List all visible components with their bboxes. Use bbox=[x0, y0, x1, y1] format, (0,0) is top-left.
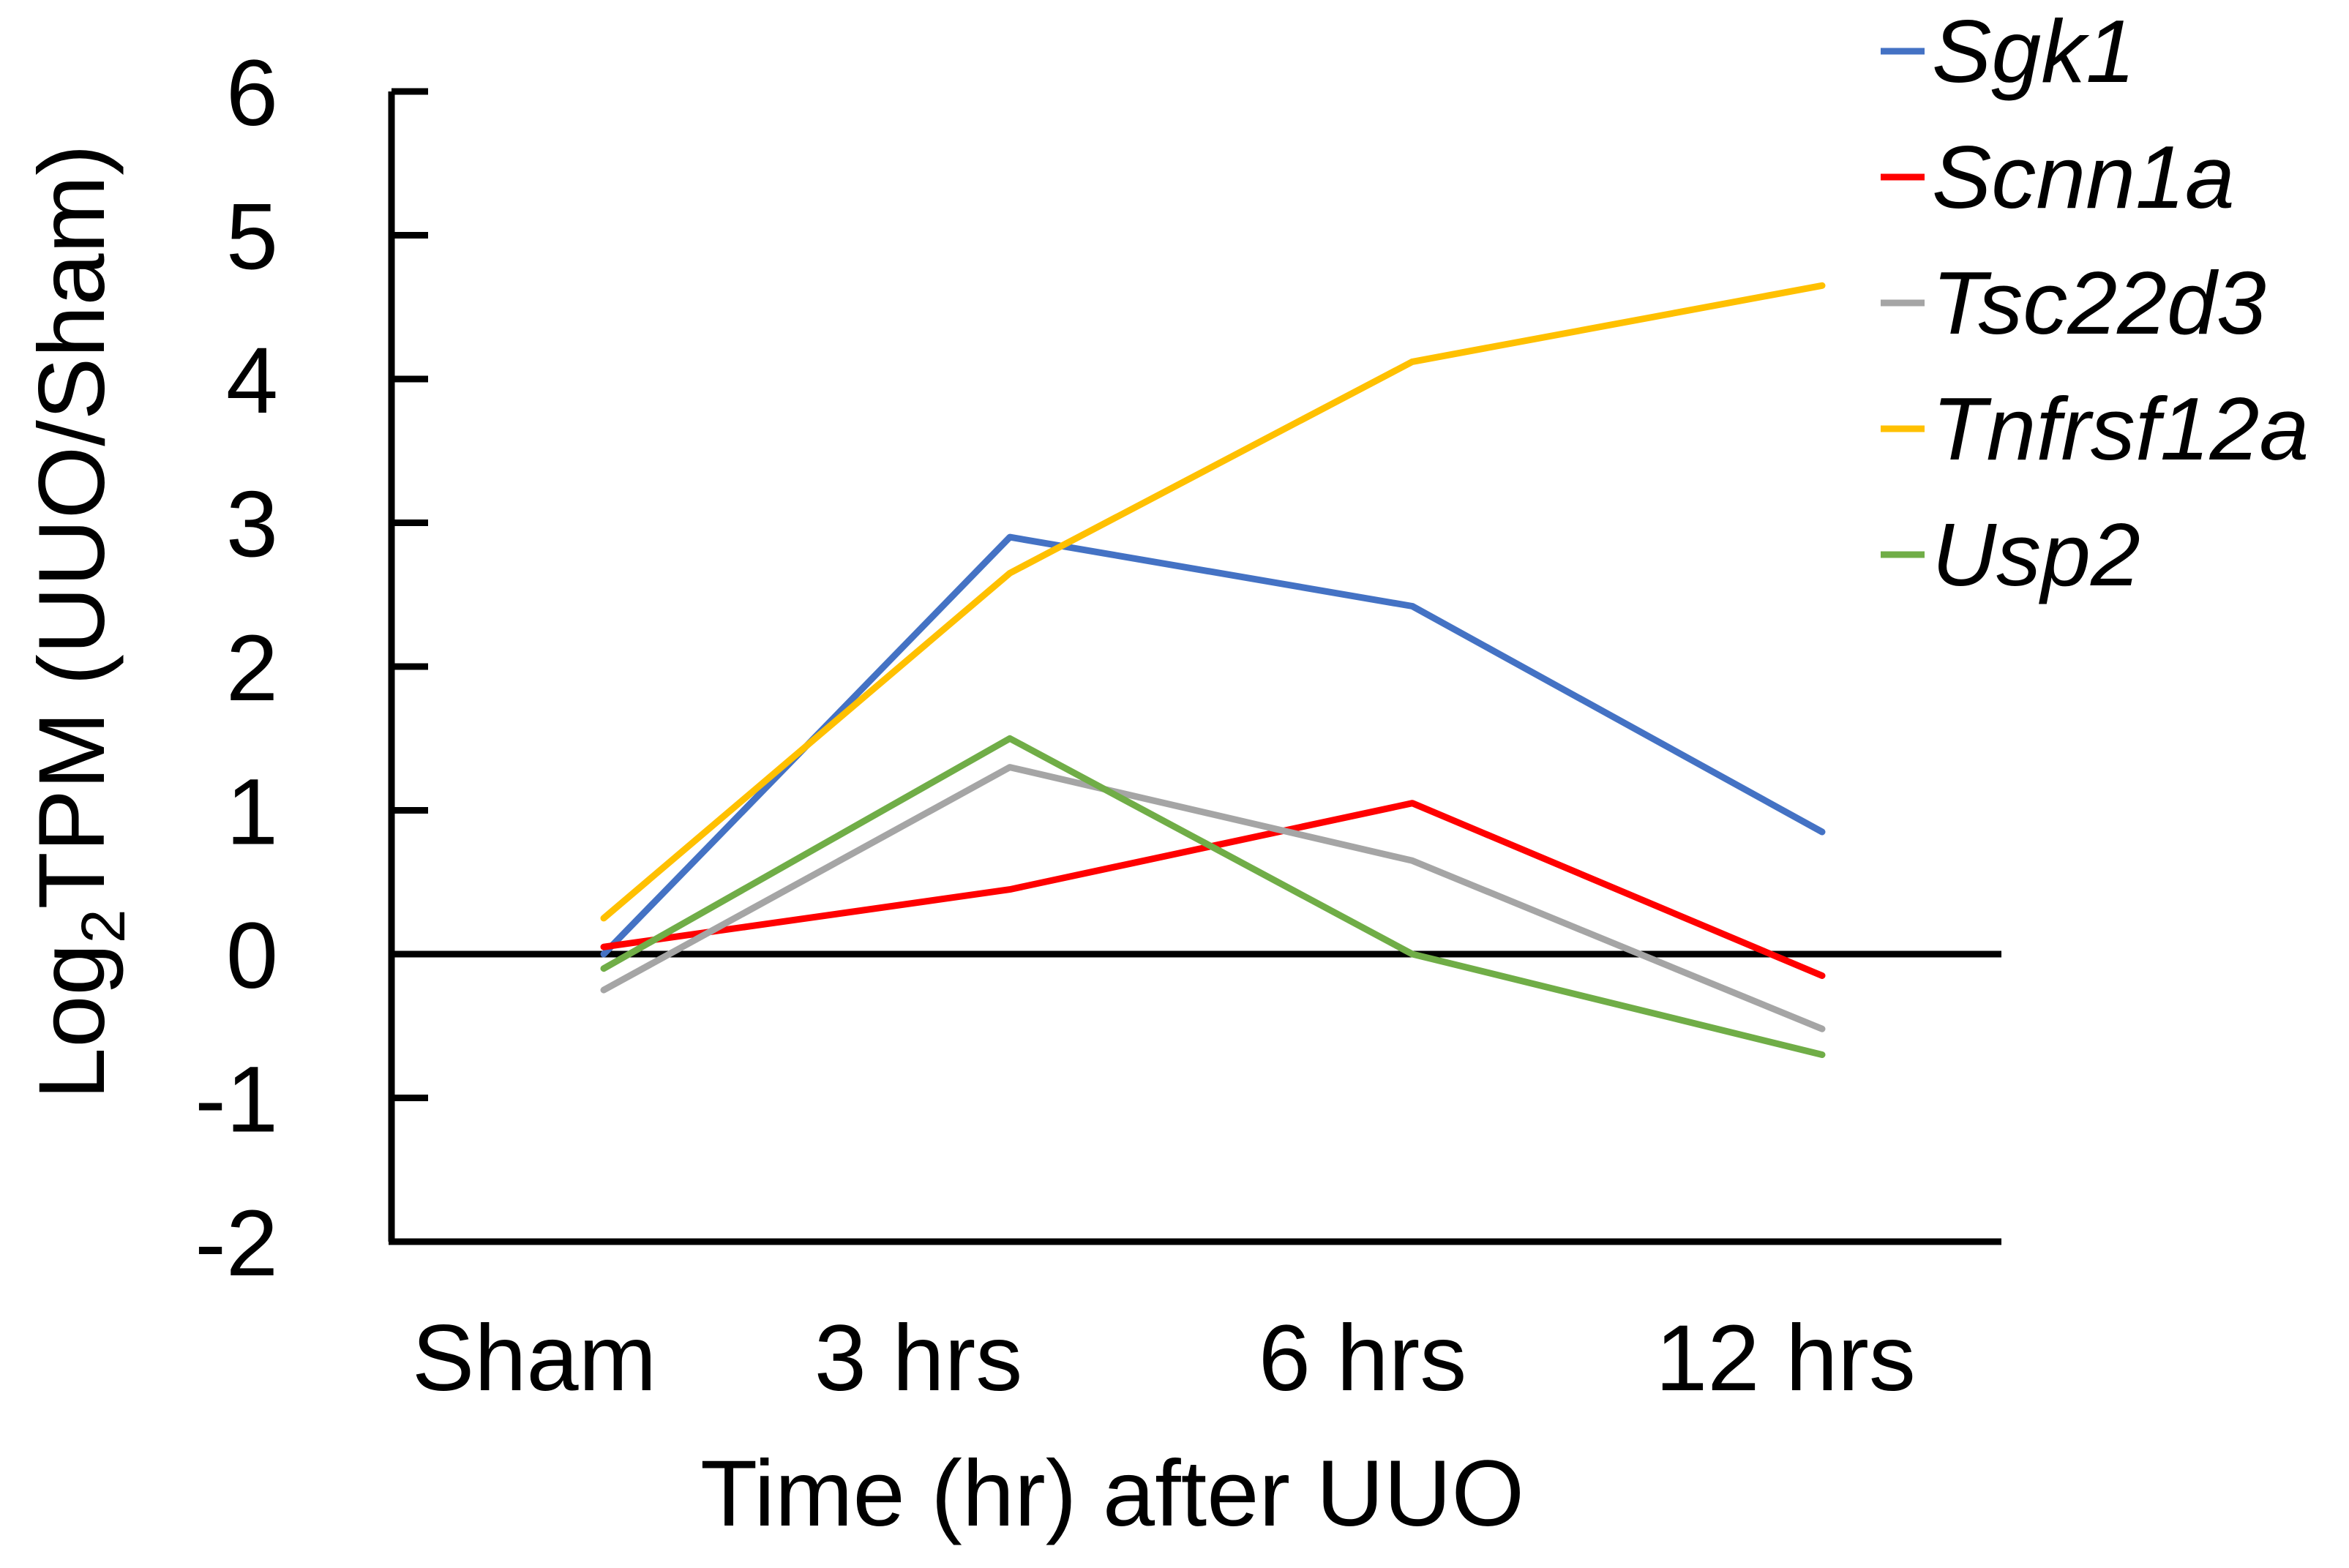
series-line-tnfrsf12a bbox=[600, 282, 1826, 922]
axes bbox=[388, 88, 2001, 1245]
legend-label: Tsc22d3 bbox=[1932, 253, 2266, 353]
y-tick-label: 6 bbox=[226, 41, 278, 146]
x-tick-label: 12 hrs bbox=[1655, 1306, 1916, 1411]
x-tick-label: 6 hrs bbox=[1259, 1306, 1467, 1411]
y-tick-labels: -2 -1 0 1 2 3 4 5 6 bbox=[195, 41, 278, 1296]
y-axis-title-subscript: 2 bbox=[69, 909, 138, 944]
y-tick-label: 1 bbox=[226, 760, 278, 865]
y-tick-label: 0 bbox=[226, 904, 278, 1008]
legend-label: Tnfrsf12a bbox=[1932, 379, 2309, 479]
x-tick-labels: Sham 3 hrs 6 hrs 12 hrs bbox=[412, 1306, 1916, 1411]
legend-label: Usp2 bbox=[1932, 505, 2140, 604]
y-axis-title: Log2TPM (UUO/Sham) bbox=[20, 144, 138, 1100]
x-tick-label: Sham bbox=[412, 1306, 656, 1411]
series-lines bbox=[600, 282, 1826, 1058]
y-axis-title-prefix: Log bbox=[20, 943, 124, 1100]
series-line-tsc22d3 bbox=[600, 764, 1826, 1032]
y-tick-label: 3 bbox=[226, 473, 278, 577]
x-axis-title: Time (hr) after UUO bbox=[700, 1441, 1524, 1546]
legend: Sgk1 Scnn1a Tsc22d3 Tnfrsf12a Usp2 bbox=[1881, 1, 2309, 604]
x-tick-label: 3 hrs bbox=[814, 1306, 1023, 1411]
legend-label: Sgk1 bbox=[1932, 1, 2135, 101]
y-tick-label: -2 bbox=[195, 1191, 278, 1296]
series-line-usp2 bbox=[600, 735, 1826, 1058]
y-tick-label: -1 bbox=[195, 1048, 278, 1152]
y-tick-label: 5 bbox=[226, 185, 278, 290]
legend-label: Scnn1a bbox=[1932, 127, 2235, 227]
y-tick-label: 2 bbox=[226, 616, 278, 721]
y-tick-label: 4 bbox=[226, 329, 278, 433]
y-axis-title-suffix: TPM (UUO/Sham) bbox=[20, 144, 124, 909]
